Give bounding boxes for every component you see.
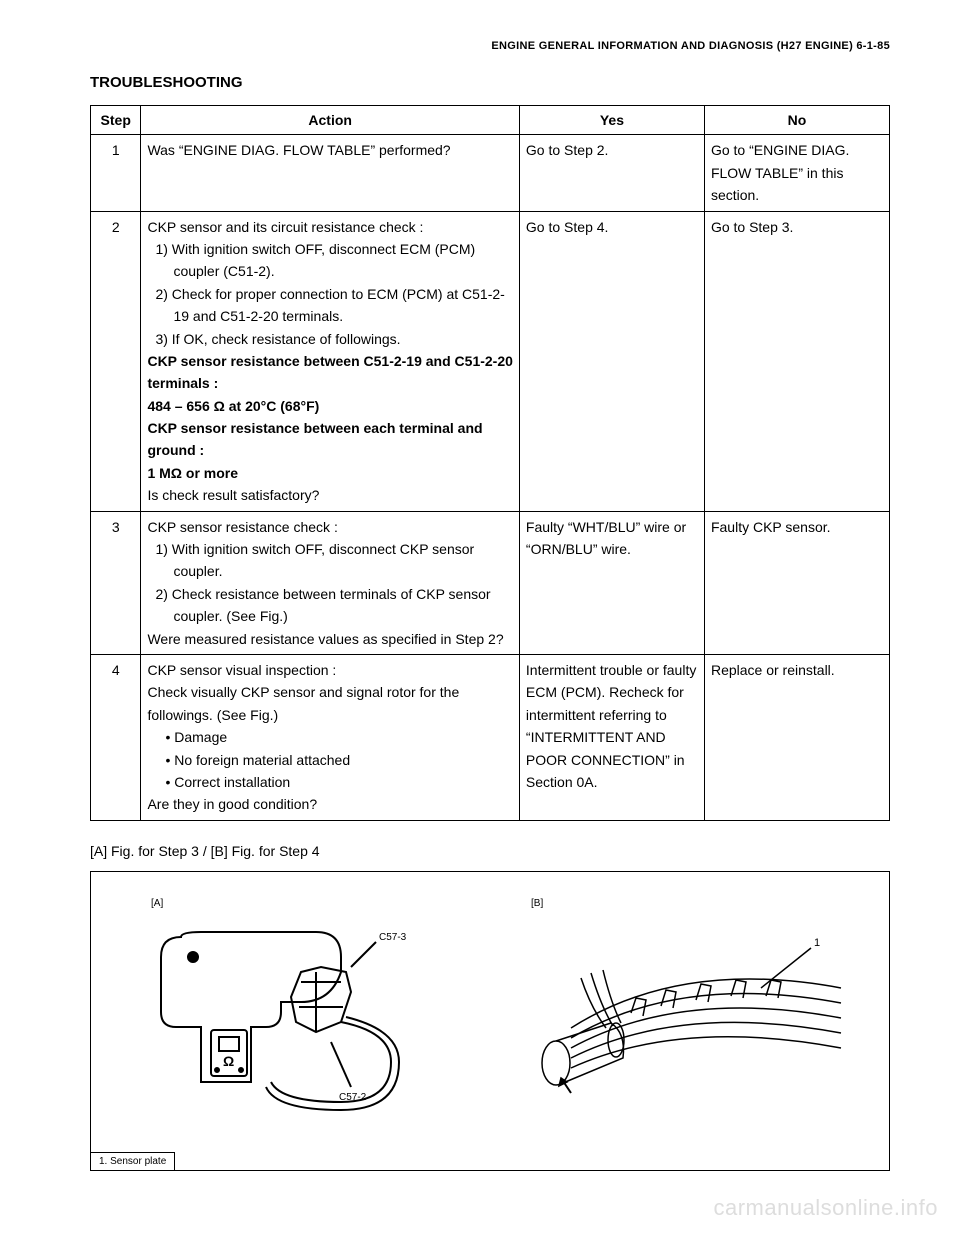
no-cell: Faulty CKP sensor. [704,511,889,654]
action-intro: CKP sensor visual inspection : [147,659,512,681]
figure-box: [A] [B] C57-3 C57-2 Ω [90,871,890,1171]
ohm-icon: Ω [223,1053,234,1069]
action-substep: 3) If OK, check resistance of followings… [155,328,512,350]
action-substep: 2) Check for proper connection to ECM (P… [155,283,512,328]
yes-cell: Intermittent trouble or faulty ECM (PCM)… [519,654,704,820]
action-bold: CKP sensor resistance between each termi… [147,417,512,462]
connector-label: C57-2 [339,1092,367,1103]
action-bullet: Damage [165,726,512,748]
table-row: 1 Was “ENGINE DIAG. FLOW TABLE” performe… [91,135,890,211]
action-substep: 2) Check resistance between terminals of… [155,583,512,628]
action-bullet: No foreign material attached [165,749,512,771]
step-num: 2 [91,211,141,511]
action-end: Are they in good condition? [147,793,512,815]
action-substep: 1) With ignition switch OFF, disconnect … [155,238,512,283]
yes-cell: Go to Step 2. [519,135,704,211]
step-num: 3 [91,511,141,654]
yes-cell: Go to Step 4. [519,211,704,511]
action-intro: CKP sensor resistance check : [147,516,512,538]
table-row: 4 CKP sensor visual inspection : Check v… [91,654,890,820]
action-end: Is check result satisfactory? [147,484,512,506]
action-bullet: Correct installation [165,771,512,793]
page-header: ENGINE GENERAL INFORMATION AND DIAGNOSIS… [90,40,890,52]
connector-label: C57-3 [379,932,407,943]
figure-legend: 1. Sensor plate [91,1152,175,1170]
figure-caption: [A] Fig. for Step 3 / [B] Fig. for Step … [90,843,890,859]
table-header-row: Step Action Yes No [91,106,890,135]
troubleshooting-table: Step Action Yes No 1 Was “ENGINE DIAG. F… [90,105,890,821]
no-cell: Replace or reinstall. [704,654,889,820]
action-cell: CKP sensor resistance check : 1) With ig… [141,511,519,654]
section-title: TROUBLESHOOTING [90,74,890,91]
no-cell: Go to “ENGINE DIAG. FLOW TABLE” in this … [704,135,889,211]
step-num: 4 [91,654,141,820]
action-cell: CKP sensor visual inspection : Check vis… [141,654,519,820]
action-desc: Check visually CKP sensor and signal rot… [147,681,512,726]
action-cell: CKP sensor and its circuit resistance ch… [141,211,519,511]
table-row: 2 CKP sensor and its circuit resistance … [91,211,890,511]
table-row: 3 CKP sensor resistance check : 1) With … [91,511,890,654]
col-no: No [704,106,889,135]
action-cell: Was “ENGINE DIAG. FLOW TABLE” performed? [141,135,519,211]
action-bold: 1 MΩ or more [147,462,512,484]
figure-a-svg: C57-3 C57-2 Ω [141,912,441,1122]
action-end: Were measured resistance values as speci… [147,628,512,650]
callout-one: 1 [814,937,820,949]
col-yes: Yes [519,106,704,135]
step-num: 1 [91,135,141,211]
figure-b-svg: 1 [511,918,851,1118]
no-cell: Go to Step 3. [704,211,889,511]
action-intro: CKP sensor and its circuit resistance ch… [147,216,512,238]
watermark: carmanualsonline.info [713,1195,938,1221]
action-bold: CKP sensor resistance between C51-2-19 a… [147,350,512,395]
figure-label-b: [B] [531,898,543,909]
col-action: Action [141,106,519,135]
action-bold: 484 – 656 Ω at 20°C (68°F) [147,395,512,417]
action-substep: 1) With ignition switch OFF, disconnect … [155,538,512,583]
figure-label-a: [A] [151,898,163,909]
yes-cell: Faulty “WHT/BLU” wire or “ORN/BLU” wire. [519,511,704,654]
col-step: Step [91,106,141,135]
